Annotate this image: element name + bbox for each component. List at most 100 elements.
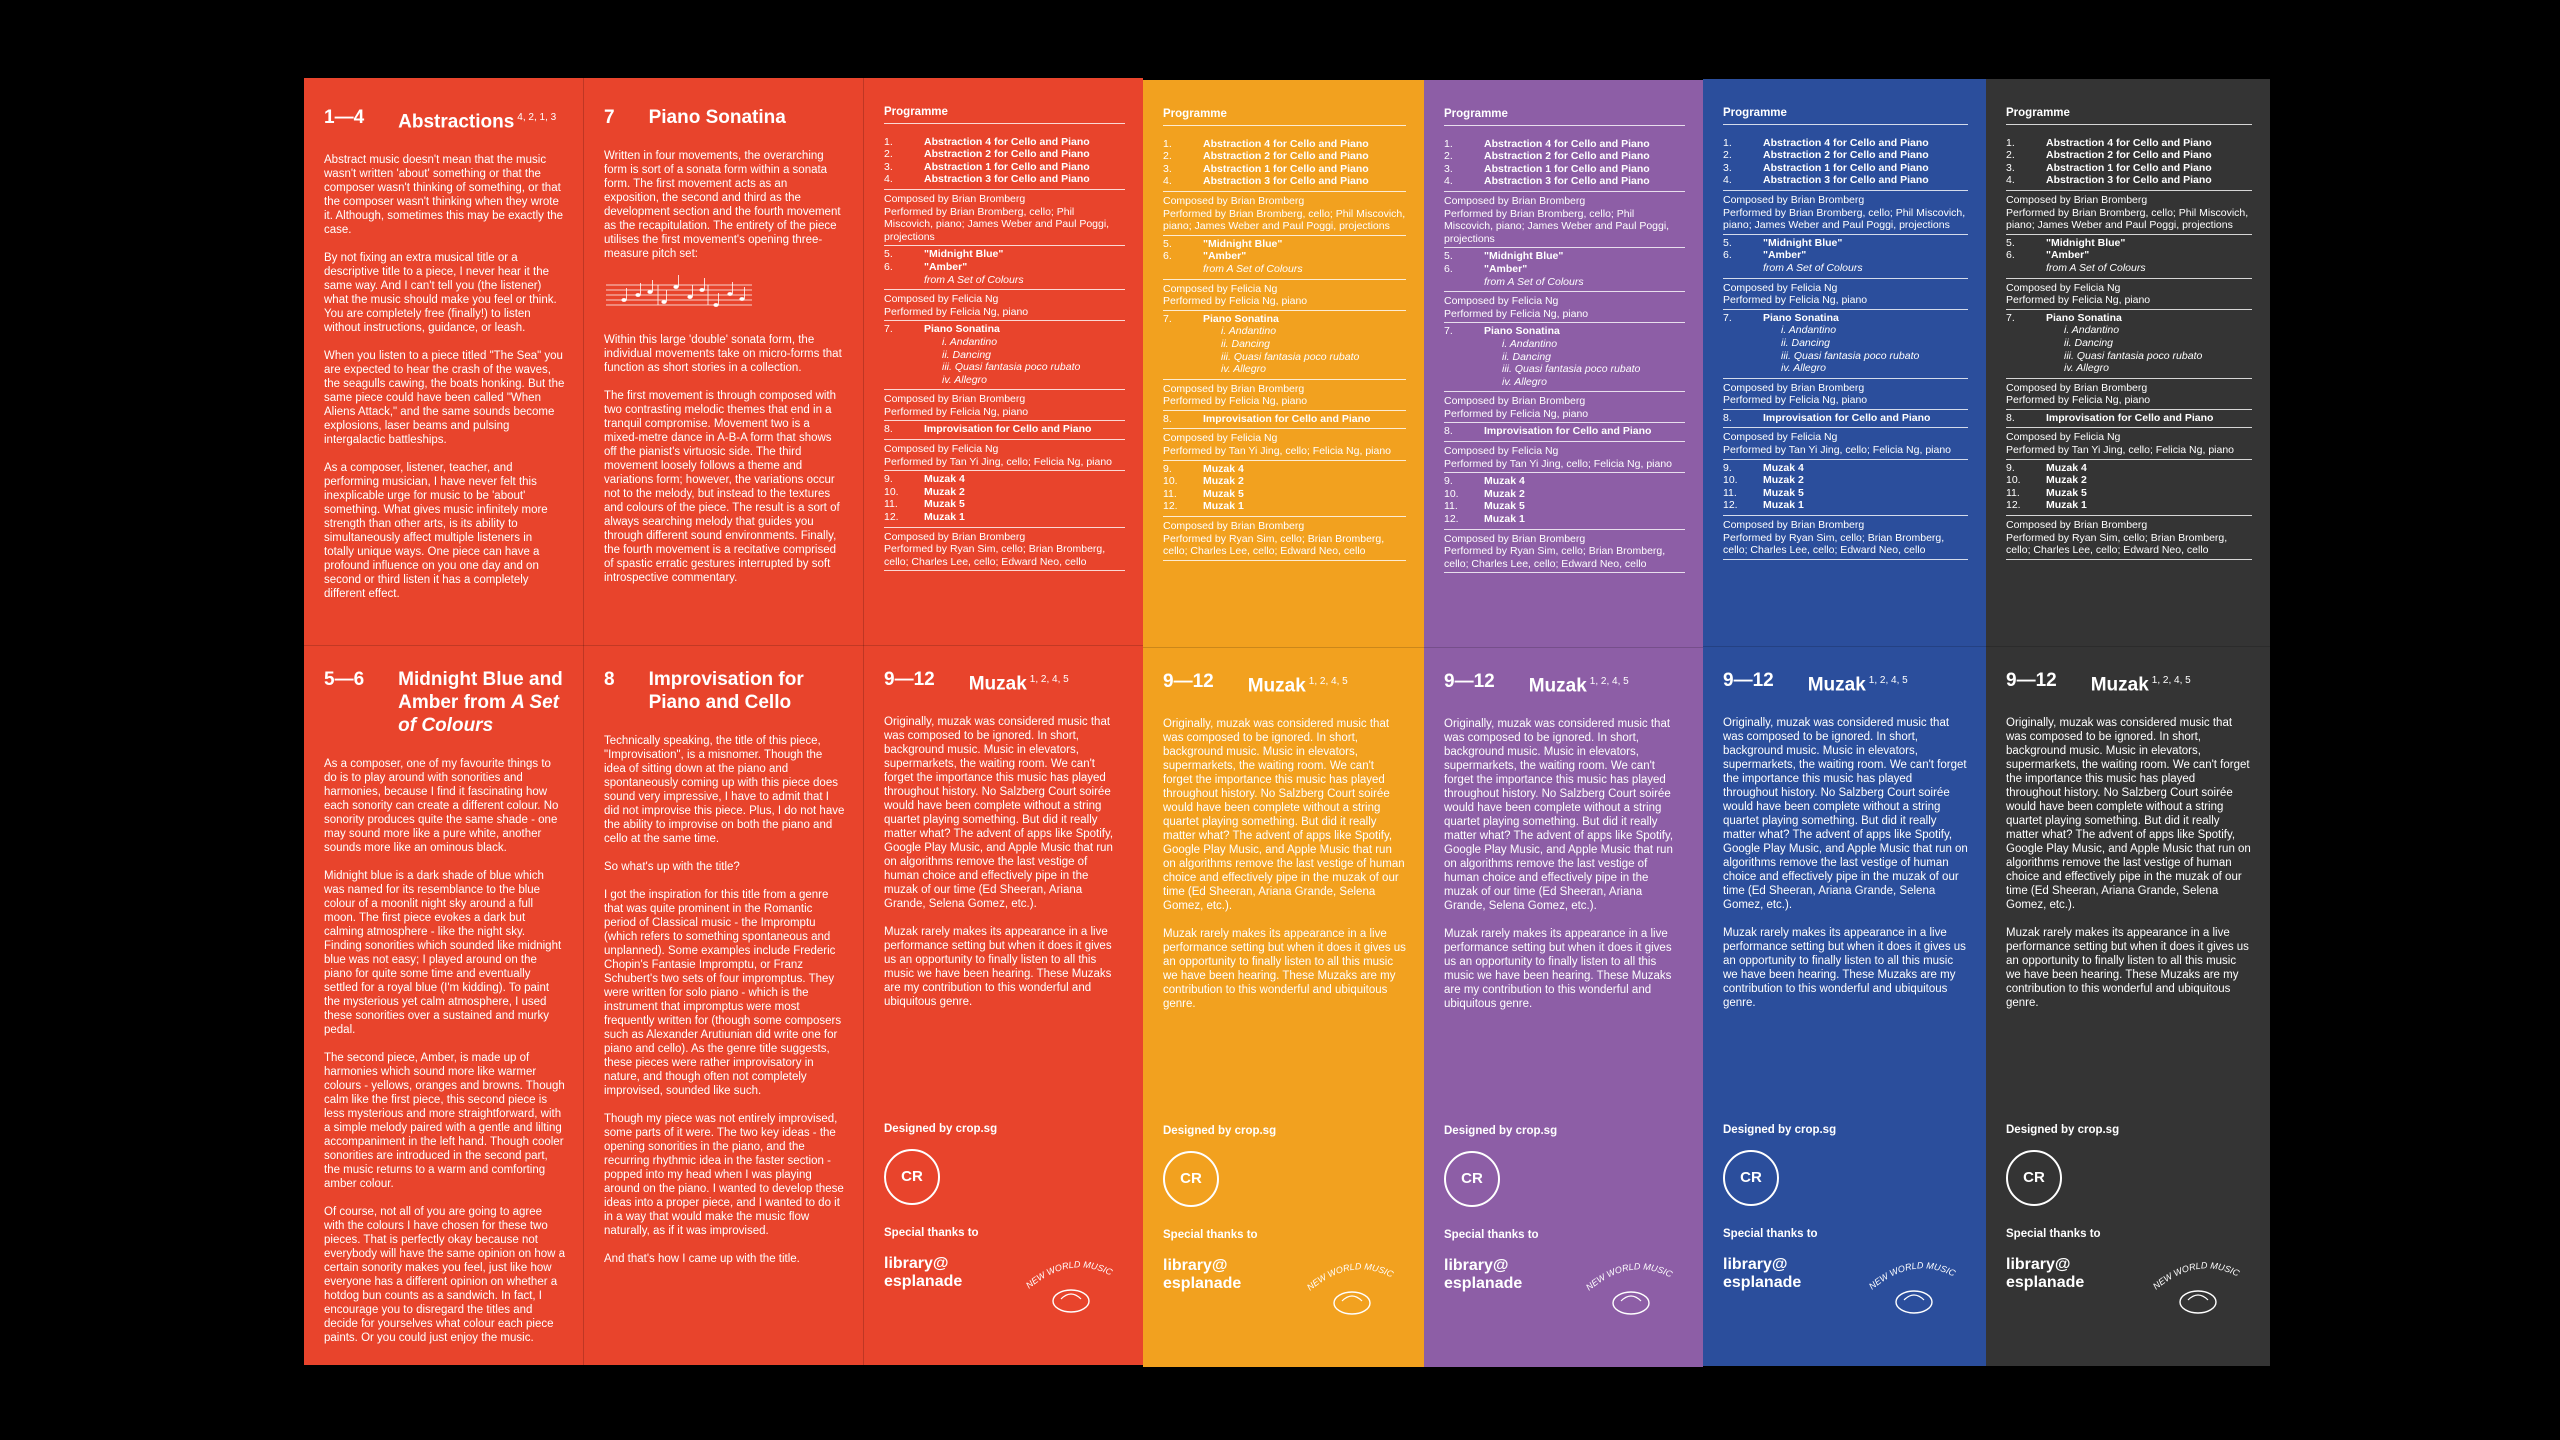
item-title: "Amber" <box>2046 249 2090 262</box>
performed-by: Performed by Felicia Ng, piano <box>1723 294 1868 307</box>
item-number: 6. <box>884 260 893 273</box>
new-world-music-logo: NEW WORLD MUSIC <box>1024 1259 1115 1313</box>
superscript: 1, 2, 4, 5 <box>2151 675 2191 686</box>
paragraph: Of course, not all of you are going to a… <box>324 1206 566 1344</box>
section-title: Abstractions 4, 2, 1, 3 <box>398 106 565 133</box>
top-panel: Programme 1. Abstraction 4 for Cello and P… <box>1163 108 1406 653</box>
designed-by: Designed by crop.sg <box>1444 1125 1558 1137</box>
programme-item: 10. Muzak 2 <box>1163 475 1406 488</box>
item-number: 8. <box>1163 412 1172 425</box>
programme-item: 10. Muzak 2 <box>884 486 1125 499</box>
orange-sheet: Programme 1. Abstraction 4 for Cello and P… <box>1143 80 1424 1367</box>
library-line: esplanade <box>884 1273 963 1290</box>
item-title: Muzak 5 <box>924 498 965 511</box>
credits: Composed by Brian Bromberg Performed by F… <box>1723 379 1968 410</box>
logo-text: NEW WORLD MUSIC <box>2151 1260 2242 1291</box>
composed-by: Composed by Felicia Ng <box>884 293 999 306</box>
item-number: 8. <box>884 423 893 436</box>
item-number: 4. <box>1163 175 1172 188</box>
programme-group: 1. Abstraction 4 for Cello and Piano 2. Abs… <box>1723 135 1968 191</box>
credits: Composed by Felicia Ng Performed by Tan Y… <box>2006 428 2252 460</box>
column: 7 Piano Sonatina Written in four movements… <box>583 78 863 1365</box>
programme-group: 7. Piano Sonatina i. Andantino ii. Dancing i… <box>884 321 1125 391</box>
programme-item: 2. Abstraction 2 for Cello and Piano <box>1163 150 1406 163</box>
programme-group: 7. Piano Sonatina i. Andantino ii. Dancing i… <box>2006 310 2252 379</box>
designed-by: Designed by crop.sg <box>2006 1124 2120 1136</box>
composed-by: Composed by Felicia Ng <box>1163 282 1278 295</box>
programme-item: 5. "Midnight Blue" <box>1444 250 1685 263</box>
programme-item: 9. Muzak 4 <box>1723 462 1968 475</box>
paragraph: Though my piece was not entirely improvi… <box>604 1113 844 1237</box>
special-thanks: Special thanks to <box>1444 1229 1539 1241</box>
special-thanks: Special thanks to <box>1163 1229 1258 1241</box>
programme-item: 7. Piano Sonatina <box>1444 325 1685 338</box>
item-title: Abstraction 2 for Cello and Piano <box>1763 149 1929 162</box>
item-number: 3. <box>1444 162 1453 175</box>
item-number: 4. <box>2006 174 2015 187</box>
crop-logo: CR <box>884 1149 940 1205</box>
movement: iv. Allegro <box>1781 362 1826 375</box>
bottom-panel: 8 Improvisation for Piano and Cello Techni… <box>604 668 845 1358</box>
programme-item: 4. Abstraction 3 for Cello and Piano <box>1163 175 1406 188</box>
credits: Composed by Felicia Ng Performed by Tan Y… <box>884 440 1125 472</box>
item-number: 9. <box>1723 461 1732 474</box>
movement: iv. Allegro <box>2064 362 2109 375</box>
composed-by: Composed by Felicia Ng <box>1444 445 1559 458</box>
item-number: 10. <box>884 485 899 498</box>
programme-item: 1. Abstraction 4 for Cello and Piano <box>1163 138 1406 151</box>
item-title: Abstraction 3 for Cello and Piano <box>2046 174 2212 187</box>
section-number: 9—12 <box>1723 670 1774 691</box>
heading: 9—12 Muzak 1, 2, 4, 5 <box>884 668 1125 695</box>
item-number: 4. <box>1444 175 1453 188</box>
credits: Composed by Brian Bromberg Performed by R… <box>1723 516 1968 560</box>
composed-by: Composed by Felicia Ng <box>1723 281 1838 294</box>
performed-by: Performed by Felicia Ng, piano <box>1444 407 1589 420</box>
special-thanks: Special thanks to <box>1723 1228 1818 1240</box>
title-text: Muzak <box>1807 674 1866 696</box>
item-title: "Midnight Blue" <box>924 248 1004 261</box>
programme: Programme 1. Abstraction 4 for Cello and P… <box>1444 108 1685 574</box>
credits: Composed by Felicia Ng Performed by Tan Y… <box>1723 428 1968 460</box>
programme-item: 11. Muzak 5 <box>1163 488 1406 501</box>
programme-item: 10. Muzak 2 <box>1444 488 1685 501</box>
footer: Designed by crop.sg CR Special thanks to li… <box>1444 1125 1685 1315</box>
item-title: Abstraction 1 for Cello and Piano <box>1484 162 1650 175</box>
item-title: Muzak 1 <box>1203 500 1244 513</box>
item-title: Muzak 5 <box>1763 486 1804 499</box>
crop-logo-text: CR <box>2023 1169 2045 1186</box>
programme-item: 4. Abstraction 3 for Cello and Piano <box>1444 175 1685 188</box>
item-number: 5. <box>1444 250 1453 263</box>
paragraph: Originally, muzak was considered music t… <box>1444 718 1674 913</box>
logo-text: NEW WORLD MUSIC <box>1305 1261 1396 1292</box>
fold <box>1424 647 1703 648</box>
programme-group: 8. Improvisation for Cello and Piano <box>1163 411 1406 430</box>
programme-item: 12. Muzak 1 <box>2006 499 2252 512</box>
programme-item: 7. Piano Sonatina <box>2006 312 2252 325</box>
programme-item: 5. "Midnight Blue" <box>2006 237 2252 250</box>
fold <box>304 645 1143 646</box>
section-number: 9—12 <box>1163 671 1214 692</box>
composed-by: Composed by Felicia Ng <box>1163 432 1278 445</box>
item-title: Muzak 2 <box>2046 474 2087 487</box>
bottom-panel: 9—12 Muzak 1, 2, 4, 5 Originally, muzak was… <box>884 668 1125 1358</box>
movement: iii. Quasi fantasia poco rubato <box>1502 363 1641 376</box>
programme-item: 11. Muzak 5 <box>1723 487 1968 500</box>
paragraph: As a composer, one of my favourite thing… <box>324 758 559 854</box>
paragraph: Abstract music doesn't mean that the mus… <box>324 154 564 237</box>
footer: Designed by crop.sg CR Special thanks to li… <box>884 1123 1125 1313</box>
item-title: Improvisation for Cello and Piano <box>2046 411 2214 424</box>
logo-text-path: NEW WORLD MUSIC <box>1584 1261 1675 1292</box>
programme-item: 5. "Midnight Blue" <box>884 248 1125 261</box>
performed-by: Performed by Tan Yi Jing, cello; Felicia… <box>1444 457 1673 470</box>
column: Programme 1. Abstraction 4 for Cello and P… <box>1703 79 1986 1366</box>
credits: Composed by Brian Bromberg Performed by F… <box>2006 379 2252 410</box>
item-title: Muzak 4 <box>1484 475 1525 488</box>
item-number: 4. <box>1723 174 1732 187</box>
performed-by: Performed by Felicia Ng, piano <box>884 305 1029 318</box>
movement: i. Andantino <box>1221 325 1277 338</box>
item-number: 12. <box>1163 500 1178 513</box>
performed-by: Performed by Ryan Sim, cello; Brian Brom… <box>2006 531 2228 557</box>
item-title: Abstraction 4 for Cello and Piano <box>1763 136 1929 149</box>
item-title: "Amber" <box>1203 250 1247 263</box>
programme-group: 8. Improvisation for Cello and Piano <box>2006 410 2252 429</box>
